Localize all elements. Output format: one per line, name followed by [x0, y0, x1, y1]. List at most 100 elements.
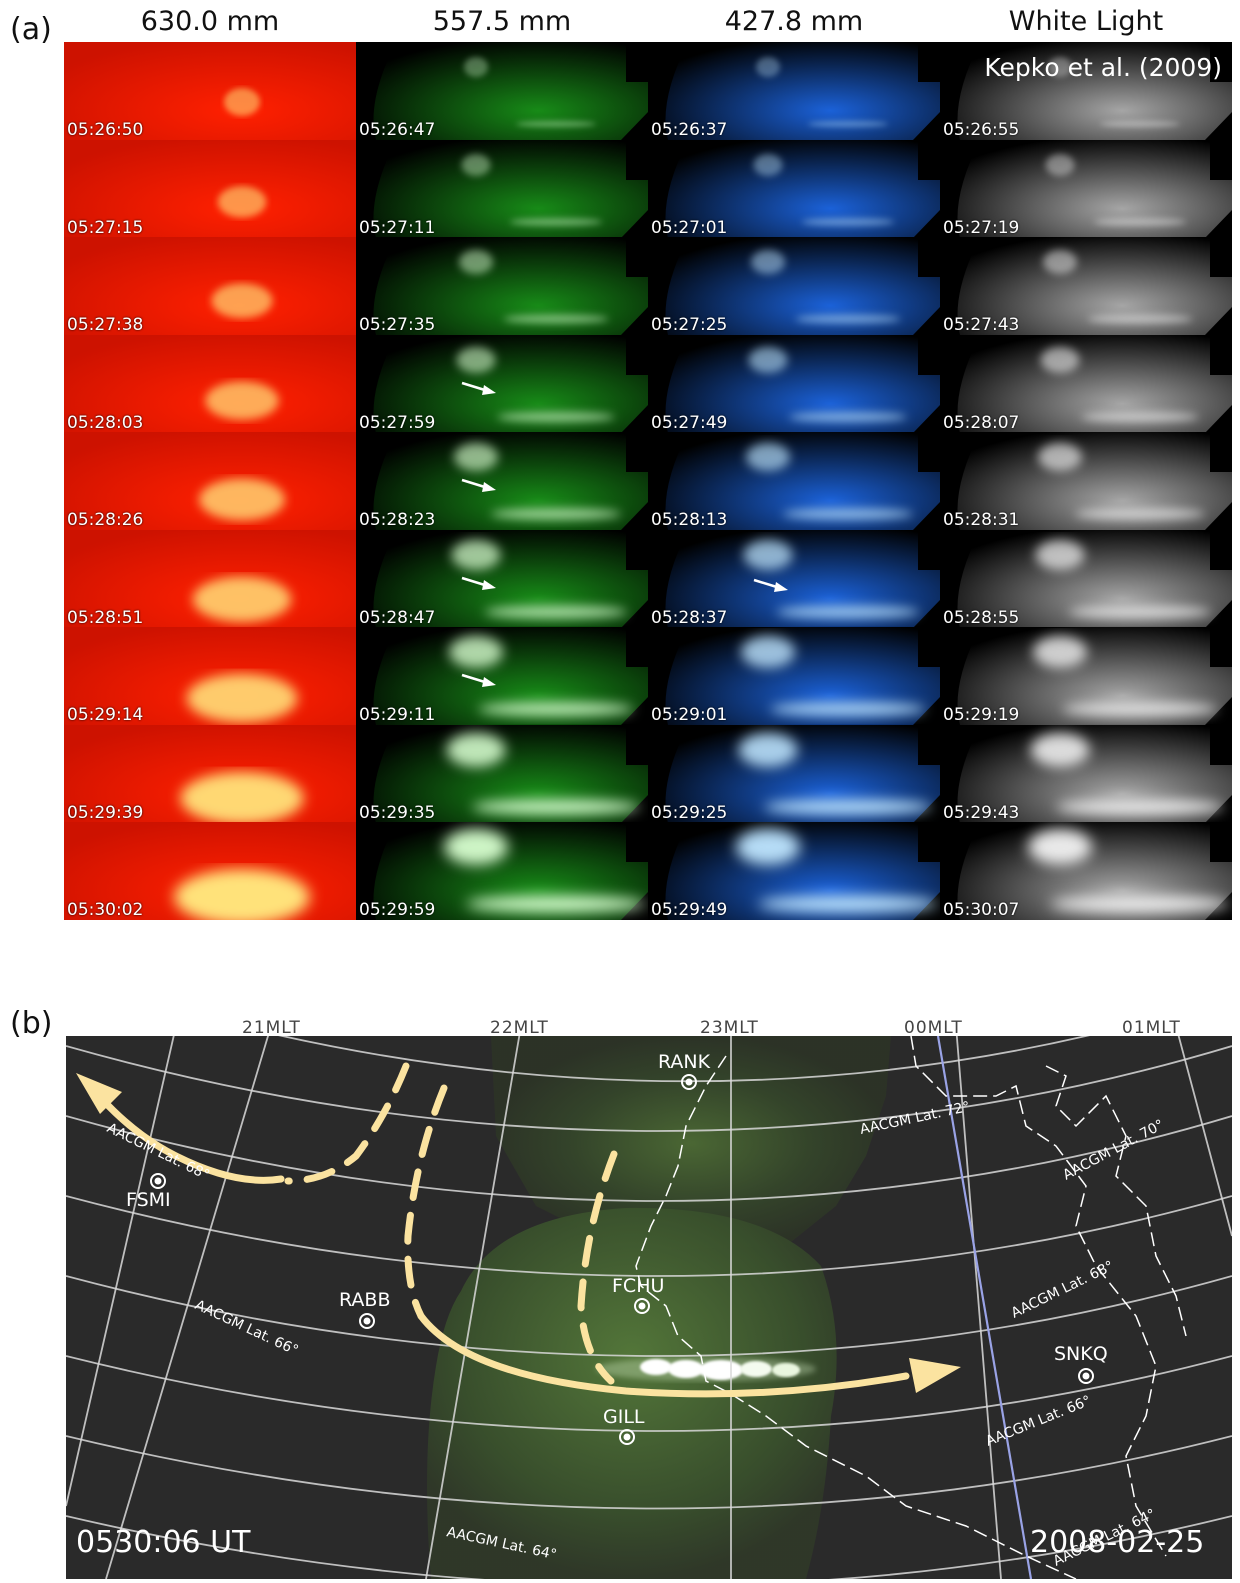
- auroral-image: [940, 530, 1232, 628]
- coastline: [635, 1035, 1187, 1580]
- timestamp-label: 05:29:11: [359, 705, 436, 725]
- image-cell-green-557-row-1: 05:26:47: [356, 42, 648, 140]
- auroral-image: [940, 42, 1232, 140]
- feature-arrow: [461, 381, 496, 395]
- auroral-image: [64, 42, 356, 140]
- auroral-image: [64, 335, 356, 433]
- station-label-fsmi: FSMI: [126, 1189, 171, 1211]
- eastward-arrow-head: [909, 1358, 961, 1393]
- auroral-image: [940, 335, 1232, 433]
- image-cell-red-630-row-7: 05:29:14: [64, 627, 356, 725]
- timestamp-label: 05:29:49: [651, 900, 728, 920]
- image-cell-blue-427-row-5: 05:28:13: [648, 432, 940, 530]
- image-cell-blue-427-row-6: 05:28:37: [648, 530, 940, 628]
- auroral-image: [648, 42, 940, 140]
- timestamp-label: 05:26:47: [359, 120, 436, 140]
- timestamp-label: 05:28:03: [67, 413, 144, 433]
- auroral-image: [356, 530, 648, 628]
- image-cell-white-light-row-4: 05:28:07: [940, 335, 1232, 433]
- auroral-image: [648, 725, 940, 823]
- image-cell-red-630-row-2: 05:27:15: [64, 140, 356, 238]
- timestamp-label: 05:27:35: [359, 315, 436, 335]
- westward-dashed-tail: [284, 1062, 410, 1185]
- timestamp-label: 05:27:43: [943, 315, 1020, 335]
- station-gill: [619, 1429, 635, 1445]
- auroral-image: [64, 432, 356, 530]
- timestamp-label: 05:30:02: [67, 900, 144, 920]
- auroral-image: [940, 432, 1232, 530]
- timestamp-label: 05:27:38: [67, 315, 144, 335]
- auroral-image: [356, 237, 648, 335]
- image-cell-red-630-row-3: 05:27:38: [64, 237, 356, 335]
- timestamp-label: 05:29:01: [651, 705, 728, 725]
- timestamp-label: 05:28:26: [67, 510, 144, 530]
- station-label-fchu: FCHU: [612, 1275, 664, 1297]
- auroral-image: [356, 725, 648, 823]
- auroral-image-grid: 05:26:50 05:26:47 05:26:37 05:26:55 Kepko et…: [64, 42, 1232, 924]
- timestamp-label: 05:27:49: [651, 413, 728, 433]
- auroral-image: [356, 140, 648, 238]
- timestamp-label: 05:30:07: [943, 900, 1020, 920]
- mlt-label-22: 22MLT: [490, 1018, 549, 1038]
- column-header-630: 630.0 mm: [140, 6, 280, 37]
- timestamp-label: 05:28:47: [359, 608, 436, 628]
- auroral-image: [64, 725, 356, 823]
- auroral-image: [64, 822, 356, 920]
- station-label-snkq: SNKQ: [1054, 1343, 1108, 1365]
- image-cell-green-557-row-9: 05:29:59: [356, 822, 648, 920]
- timestamp-label: 05:29:59: [359, 900, 436, 920]
- feature-arrow: [753, 578, 788, 592]
- image-cell-green-557-row-5: 05:28:23: [356, 432, 648, 530]
- auroral-image: [940, 140, 1232, 238]
- auroral-image: [356, 822, 648, 920]
- timestamp-label: 05:29:19: [943, 705, 1020, 725]
- image-cell-blue-427-row-1: 05:26:37: [648, 42, 940, 140]
- flow-arrows: [76, 1062, 961, 1398]
- station-label-rabb: RABB: [339, 1289, 391, 1311]
- timestamp-label: 05:29:43: [943, 803, 1020, 823]
- timestamp-label: 05:29:35: [359, 803, 436, 823]
- station-label-gill: GILL: [603, 1406, 645, 1428]
- auroral-image: [648, 237, 940, 335]
- image-cell-white-light-row-5: 05:28:31: [940, 432, 1232, 530]
- auroral-image: [64, 140, 356, 238]
- westward-arrow-head: [76, 1073, 122, 1114]
- eastward-dashed-feed: [404, 1084, 448, 1320]
- image-cell-green-557-row-2: 05:27:11: [356, 140, 648, 238]
- column-header-427: 427.8 mm: [724, 6, 864, 37]
- auroral-image: [648, 530, 940, 628]
- timestamp-label: 05:28:37: [651, 608, 728, 628]
- auroral-image: [356, 42, 648, 140]
- image-cell-green-557-row-3: 05:27:35: [356, 237, 648, 335]
- westward-arrow: [97, 1094, 285, 1184]
- auroral-image: [64, 237, 356, 335]
- image-cell-green-557-row-6: 05:28:47: [356, 530, 648, 628]
- timestamp-label: 05:29:25: [651, 803, 728, 823]
- timestamp-label: 05:29:39: [67, 803, 144, 823]
- image-cell-red-630-row-9: 05:30:02: [64, 822, 356, 920]
- timestamp-label: 05:28:55: [943, 608, 1020, 628]
- auroral-image: [648, 335, 940, 433]
- column-header-white-light: White Light: [1008, 6, 1164, 37]
- aurora-map: RANK FSMI FCHU RABB SNKQ GILL AACGM Lat.…: [65, 975, 1233, 1583]
- station-label-rank: RANK: [658, 1051, 711, 1073]
- mlt-label-23: 23MLT: [700, 1018, 759, 1038]
- station-rank: [681, 1074, 697, 1090]
- image-cell-blue-427-row-8: 05:29:25: [648, 725, 940, 823]
- auroral-image: [648, 140, 940, 238]
- eastward-arrow: [417, 1312, 910, 1398]
- timestamp-label: 05:28:31: [943, 510, 1020, 530]
- image-cell-green-557-row-4: 05:27:59: [356, 335, 648, 433]
- timestamp-label: 05:26:50: [67, 120, 144, 140]
- image-cell-white-light-row-2: 05:27:19: [940, 140, 1232, 238]
- auroral-image: [648, 432, 940, 530]
- image-cell-blue-427-row-3: 05:27:25: [648, 237, 940, 335]
- image-cell-white-light-row-7: 05:29:19: [940, 627, 1232, 725]
- timestamp-label: 05:27:11: [359, 218, 436, 238]
- image-cell-white-light-row-8: 05:29:43: [940, 725, 1232, 823]
- auroral-image: [64, 627, 356, 725]
- map-svg: RANK FSMI FCHU RABB SNKQ GILL AACGM Lat.…: [65, 975, 1233, 1583]
- auroral-image: [940, 627, 1232, 725]
- auroral-image: [356, 335, 648, 433]
- meridian-grid: [65, 1025, 1233, 1580]
